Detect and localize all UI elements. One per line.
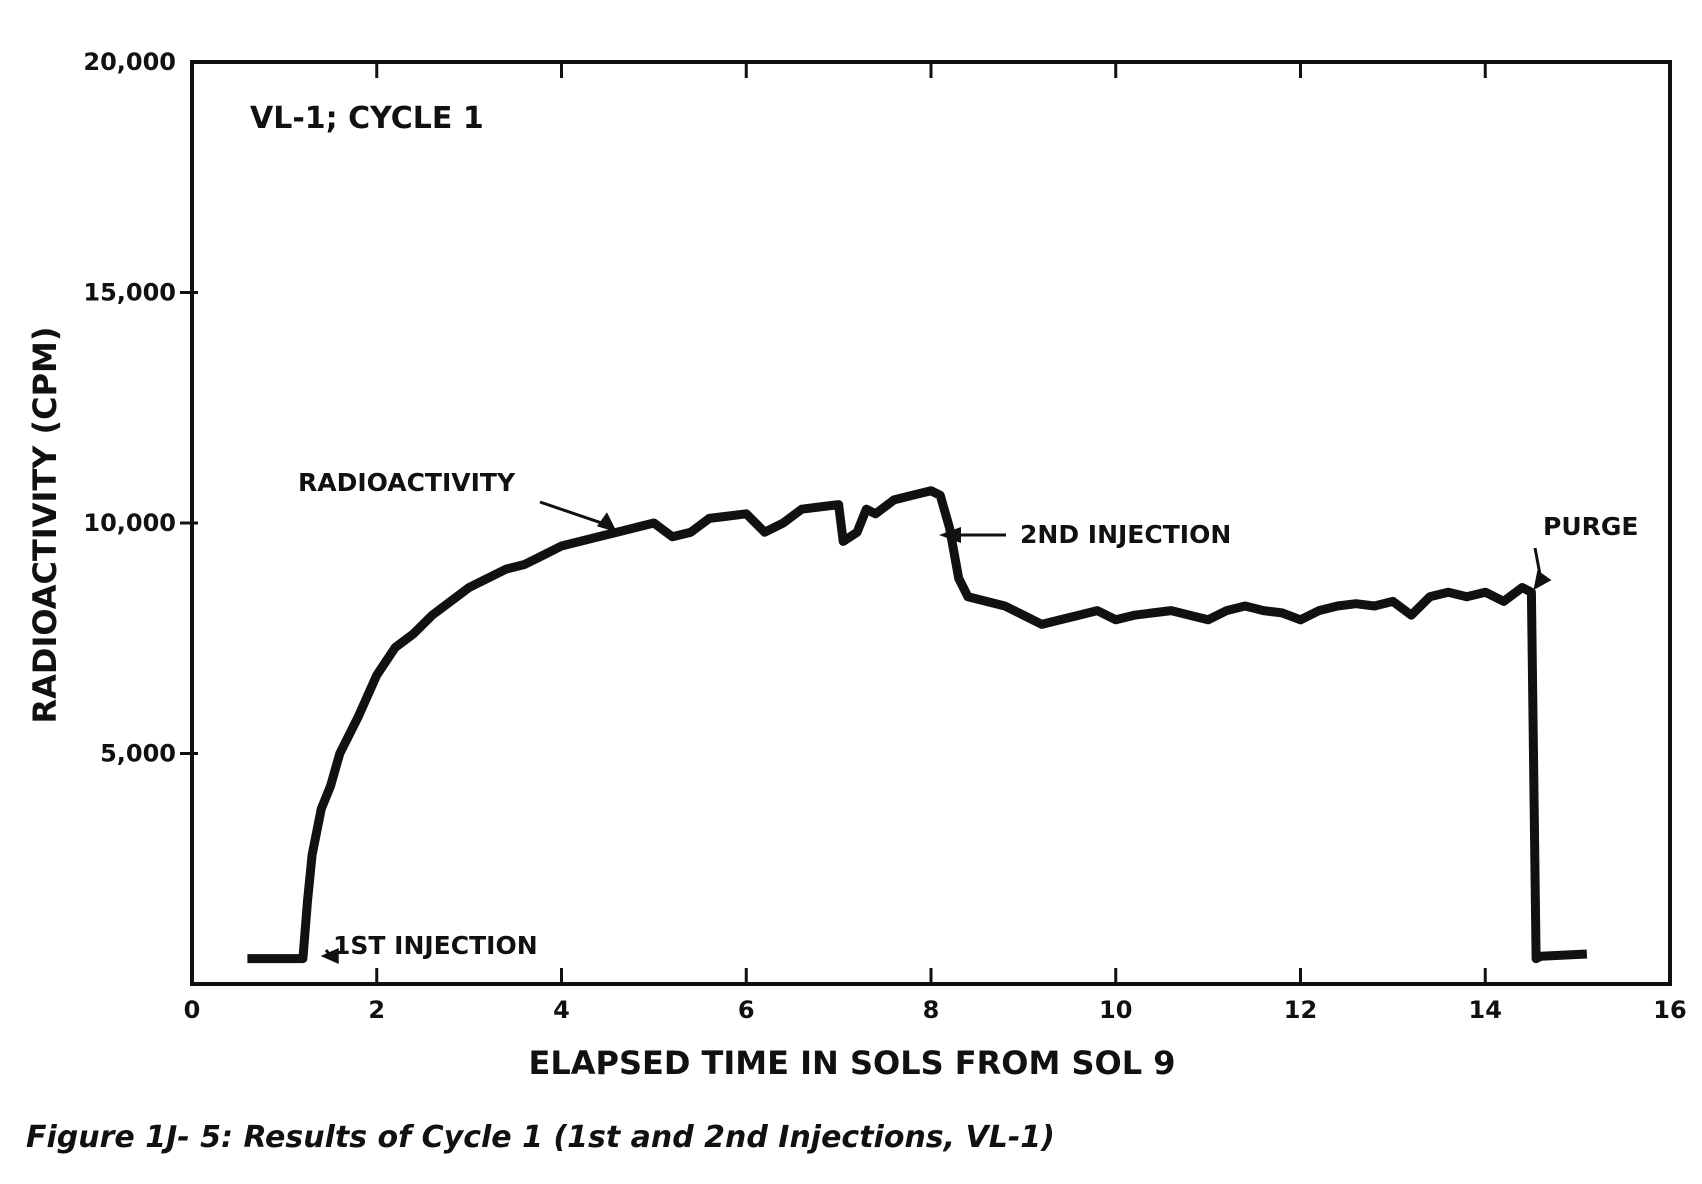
series-layer: [247, 486, 1588, 964]
x-tick-label: 0: [184, 996, 201, 1024]
axis-ticks: [180, 62, 1487, 984]
y-tick-label: 20,000: [83, 48, 176, 76]
radioactivity-pointer: [539, 500, 612, 528]
plot-frame: [190, 60, 1672, 986]
radioactivity-arrowhead: [596, 512, 617, 533]
first-injection-arrowhead: [320, 948, 339, 964]
second-injection-arrowhead: [939, 527, 961, 543]
annotation-1st-injection: 1ST INJECTION: [333, 931, 538, 960]
x-axis-title: ELAPSED TIME IN SOLS FROM SOL 9: [528, 1044, 1175, 1082]
y-tick-label: 15,000: [83, 279, 176, 307]
x-tick-label: 4: [553, 996, 570, 1024]
y-tick-label: 5,000: [100, 740, 176, 768]
y-tick-label: 10,000: [83, 509, 176, 537]
radioactivity-series-line: [247, 486, 1588, 964]
annotation-2nd-injection: 2ND INJECTION: [1020, 520, 1231, 549]
y-axis-title: RADIOACTIVITY (CPM): [26, 326, 64, 723]
chart-title: VL-1; CYCLE 1: [250, 101, 484, 136]
plot-border: [190, 60, 1672, 986]
x-tick-label: 10: [1099, 996, 1132, 1024]
tick-labels: 0 2 4 6 8 10 12 14 16 5,000 10,000 15,000 20,000: [83, 48, 1686, 1024]
annotations-layer: RADIOACTIVITY 2ND INJECTION PURGE 1ST INJEC…: [298, 468, 1638, 964]
x-tick-label: 8: [923, 996, 940, 1024]
x-tick-label: 14: [1469, 996, 1502, 1024]
purge-arrowhead: [1533, 570, 1552, 591]
x-tick-label: 16: [1653, 996, 1686, 1024]
x-tick-label: 12: [1284, 996, 1317, 1024]
x-tick-label: 6: [738, 996, 755, 1024]
annotation-purge: PURGE: [1543, 512, 1638, 541]
figure-caption: Figure 1J- 5: Results of Cycle 1 (1st an…: [26, 1120, 1055, 1155]
x-tick-label: 2: [368, 996, 385, 1024]
annotation-radioactivity: RADIOACTIVITY: [298, 468, 516, 497]
